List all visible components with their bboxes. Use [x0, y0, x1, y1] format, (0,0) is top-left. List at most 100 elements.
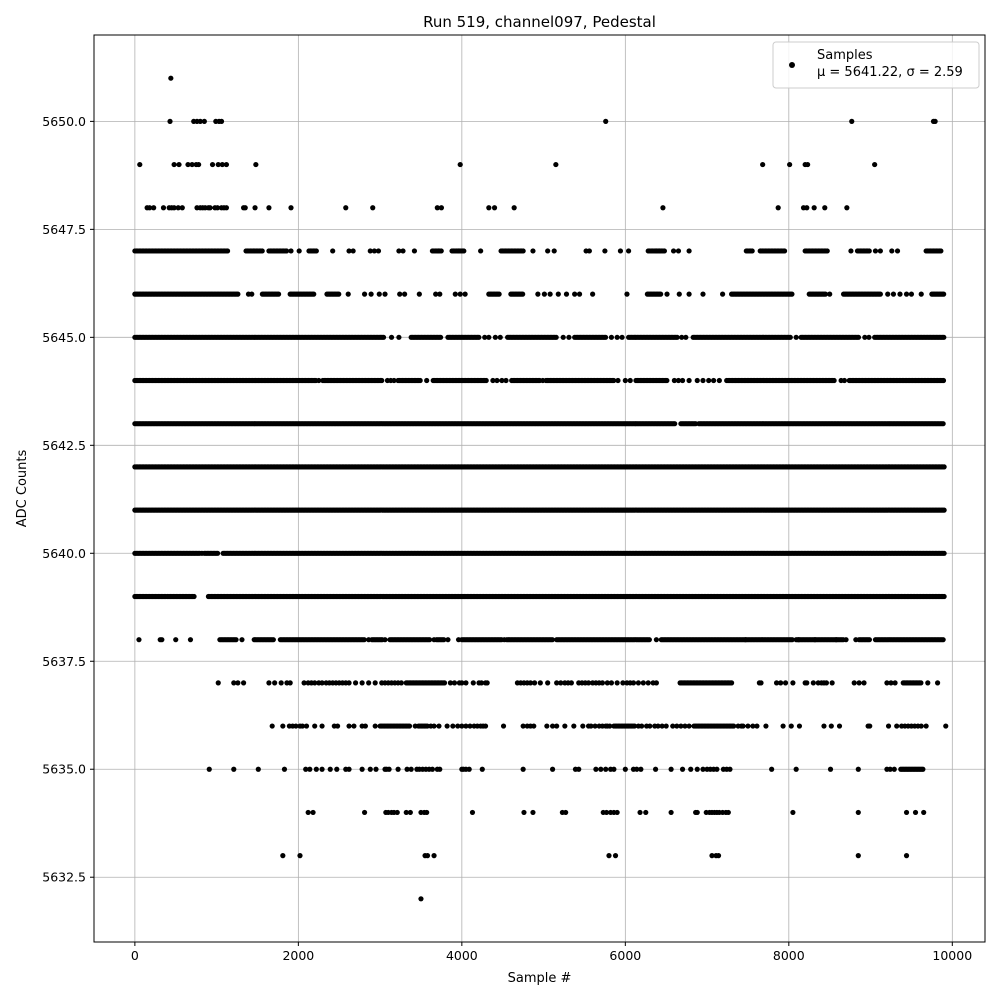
data-point [822, 205, 828, 211]
data-point [918, 291, 924, 297]
data-point [580, 723, 586, 729]
data-point [602, 248, 608, 254]
data-point [563, 291, 570, 297]
data-point [872, 161, 878, 168]
data-point [782, 680, 789, 686]
data-point [585, 680, 592, 686]
data-point [296, 248, 302, 254]
data-point [635, 680, 642, 686]
data-point [892, 680, 898, 686]
data-point [645, 680, 651, 686]
data-point [376, 291, 382, 297]
data-point [572, 291, 578, 297]
data-point [535, 291, 541, 297]
data-point [823, 680, 830, 686]
data-point [941, 550, 947, 556]
data-point [478, 248, 484, 254]
data-point [431, 637, 437, 643]
data-point [482, 723, 489, 729]
data-point [787, 161, 793, 168]
data-point [670, 248, 677, 254]
data-point [553, 334, 559, 340]
data-point [406, 723, 413, 729]
data-point [599, 680, 606, 686]
data-point [742, 637, 749, 643]
data-point [444, 723, 450, 729]
data-point [619, 334, 625, 340]
data-point [269, 723, 275, 729]
data-point [366, 680, 372, 686]
data-point [897, 291, 903, 297]
data-point [235, 291, 241, 297]
data-point [811, 205, 817, 211]
data-point [789, 637, 795, 643]
data-point [568, 680, 574, 686]
data-point [664, 377, 670, 384]
grid [94, 35, 985, 942]
data-point [856, 680, 862, 686]
data-point [889, 248, 895, 254]
data-point [888, 680, 894, 686]
data-point [301, 680, 307, 686]
data-point [433, 291, 439, 297]
data-point [676, 291, 682, 297]
data-point [434, 205, 440, 211]
data-point [549, 723, 556, 729]
data-point [706, 377, 712, 384]
data-point [640, 680, 646, 686]
data-point [866, 637, 873, 643]
data-point [372, 680, 378, 686]
data-point [319, 723, 325, 729]
data-point [757, 248, 763, 254]
data-point [280, 723, 286, 729]
data-point [720, 291, 726, 297]
data-point [167, 118, 173, 124]
data-point [686, 377, 692, 384]
data-point [531, 723, 537, 729]
data-point [547, 291, 553, 297]
data-point [829, 680, 835, 686]
data-point [402, 291, 408, 297]
data-point [615, 377, 621, 384]
data-point [361, 291, 368, 297]
data-point [362, 723, 368, 729]
data-point [614, 680, 620, 686]
data-point [661, 248, 668, 254]
data-point [455, 248, 462, 254]
data-point [375, 248, 382, 254]
data-point [941, 507, 947, 513]
data-point [388, 334, 395, 340]
data-point [293, 723, 299, 729]
data-point [500, 723, 507, 729]
data-point [427, 637, 433, 643]
data-point [231, 680, 237, 686]
data-point [866, 334, 872, 340]
data-point [400, 248, 406, 254]
data-point [549, 637, 556, 643]
data-point [397, 291, 403, 297]
data-point [366, 637, 372, 643]
data-point [470, 680, 476, 686]
data-point [459, 723, 465, 729]
data-point [793, 334, 799, 340]
data-point [674, 334, 680, 340]
data-point [484, 680, 490, 686]
data-point [824, 248, 830, 254]
data-point [224, 248, 231, 254]
data-point [804, 680, 810, 686]
data-point [941, 291, 947, 297]
data-point [934, 680, 941, 686]
data-points [132, 75, 949, 902]
data-point [240, 680, 247, 686]
data-point [278, 680, 284, 686]
data-point [461, 248, 467, 254]
data-point [482, 334, 488, 340]
data-point [351, 723, 357, 729]
data-point [431, 723, 437, 729]
data-point [675, 248, 682, 254]
data-point [168, 75, 174, 81]
data-point [372, 723, 378, 729]
data-point [588, 723, 594, 729]
data-point [312, 723, 318, 729]
data-point [941, 334, 947, 340]
